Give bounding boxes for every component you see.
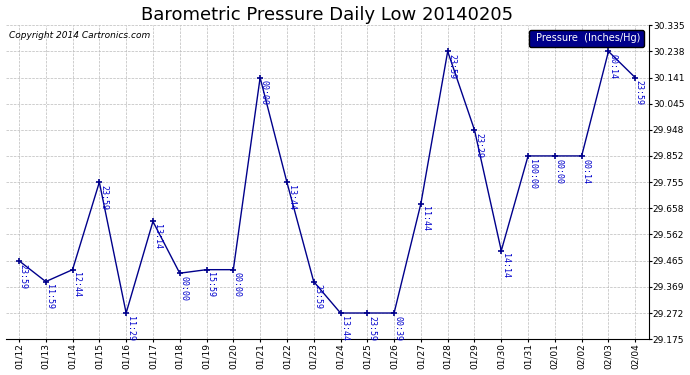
Text: 23:59: 23:59 xyxy=(19,264,28,288)
Text: 23:59: 23:59 xyxy=(367,316,376,341)
Text: 00:14: 00:14 xyxy=(582,159,591,184)
Text: 23:59: 23:59 xyxy=(447,54,456,79)
Text: 13:44: 13:44 xyxy=(286,185,295,210)
Text: 00:14: 00:14 xyxy=(608,54,617,79)
Text: 11:29: 11:29 xyxy=(126,316,135,341)
Text: 00:00: 00:00 xyxy=(555,159,564,184)
Text: 13:44: 13:44 xyxy=(340,316,349,341)
Text: 00:00: 00:00 xyxy=(233,273,242,297)
Text: 11:44: 11:44 xyxy=(421,206,430,231)
Text: 23:59: 23:59 xyxy=(313,284,322,309)
Text: 23:59: 23:59 xyxy=(99,185,108,210)
Text: Copyright 2014 Cartronics.com: Copyright 2014 Cartronics.com xyxy=(9,32,150,40)
Text: 11:59: 11:59 xyxy=(46,284,55,309)
Text: 00:39: 00:39 xyxy=(394,316,403,341)
Text: 23:59: 23:59 xyxy=(635,80,644,105)
Title: Barometric Pressure Daily Low 20140205: Barometric Pressure Daily Low 20140205 xyxy=(141,6,513,24)
Text: 100:00: 100:00 xyxy=(528,159,537,189)
Text: 00:00: 00:00 xyxy=(259,80,269,105)
Legend: Pressure  (Inches/Hg): Pressure (Inches/Hg) xyxy=(529,30,644,47)
Text: 15:59: 15:59 xyxy=(206,273,215,297)
Text: 12:44: 12:44 xyxy=(72,273,81,297)
Text: 14:14: 14:14 xyxy=(501,254,510,279)
Text: 00:00: 00:00 xyxy=(179,276,188,301)
Text: 23:29: 23:29 xyxy=(474,133,483,158)
Text: 13:14: 13:14 xyxy=(152,224,161,249)
